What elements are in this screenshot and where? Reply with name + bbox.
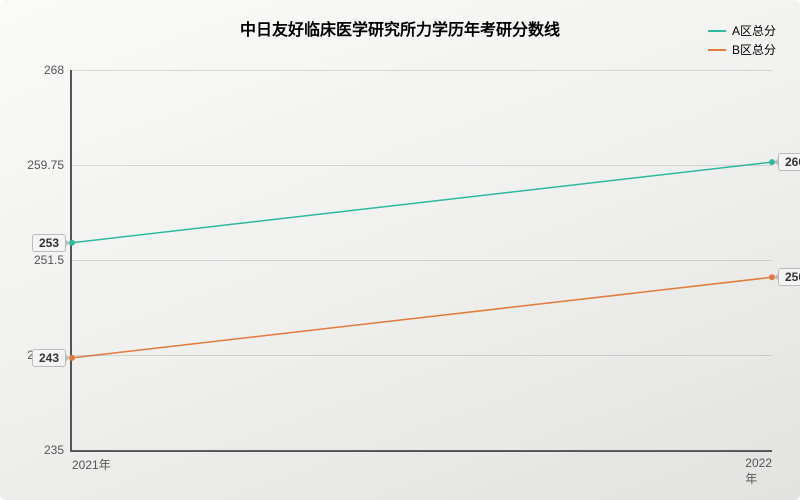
chart-container: 中日友好临床医学研究所力学历年考研分数线 A区总分 B区总分 235243.25… <box>0 0 800 500</box>
x-axis-label: 2022年 <box>745 450 772 487</box>
y-axis-label: 268 <box>44 63 72 77</box>
legend-label-b: B区总分 <box>732 41 776 58</box>
x-axis-label: 2021年 <box>72 450 111 473</box>
y-axis-label: 235 <box>44 443 72 457</box>
series-line <box>72 162 772 243</box>
legend-swatch-b <box>708 49 726 51</box>
chart-title: 中日友好临床医学研究所力学历年考研分数线 <box>0 16 800 40</box>
plot-area: 235243.25251.5259.752682021年2022年2532602… <box>70 70 772 452</box>
point-label: 250 <box>778 268 800 286</box>
legend-item-a: A区总分 <box>708 22 776 39</box>
y-axis-label: 251.5 <box>34 253 72 267</box>
grid-line <box>72 450 772 451</box>
point-label: 243 <box>32 349 66 367</box>
legend-swatch-a <box>708 30 726 32</box>
legend: A区总分 B区总分 <box>708 22 776 60</box>
legend-label-a: A区总分 <box>732 22 776 39</box>
grid-line <box>72 260 772 261</box>
legend-item-b: B区总分 <box>708 41 776 58</box>
grid-line <box>72 165 772 166</box>
series-line <box>72 277 772 358</box>
point-label: 253 <box>32 234 66 252</box>
y-axis-label: 259.75 <box>27 158 72 172</box>
grid-line <box>72 355 772 356</box>
point-label: 260 <box>778 153 800 171</box>
grid-line <box>72 70 772 71</box>
